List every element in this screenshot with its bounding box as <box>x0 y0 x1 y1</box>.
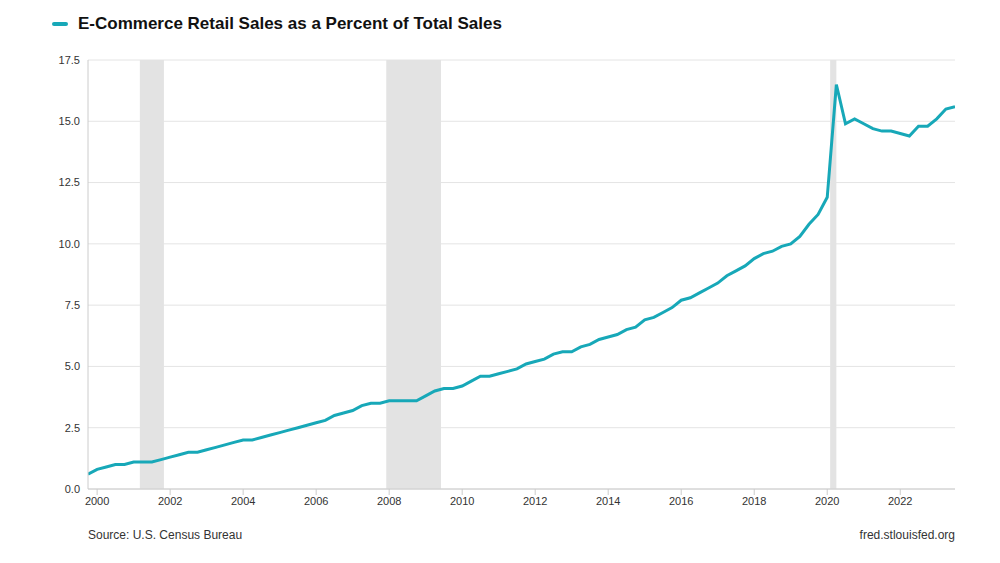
svg-text:2016: 2016 <box>669 495 693 507</box>
svg-text:17.5: 17.5 <box>59 54 80 66</box>
svg-text:12.5: 12.5 <box>59 176 80 188</box>
svg-text:15.0: 15.0 <box>59 115 80 127</box>
svg-text:10.0: 10.0 <box>59 238 80 250</box>
svg-text:0.0: 0.0 <box>65 483 80 495</box>
svg-text:2.5: 2.5 <box>65 422 80 434</box>
svg-text:2002: 2002 <box>158 495 182 507</box>
svg-text:2012: 2012 <box>523 495 547 507</box>
svg-text:5.0: 5.0 <box>65 360 80 372</box>
html-text:Source: U.S. Census Bureau: Source: U.S. Census Bureau <box>88 528 243 542</box>
svg-text:2008: 2008 <box>377 495 401 507</box>
svg-text:2010: 2010 <box>450 495 474 507</box>
svg-text:2022: 2022 <box>888 495 912 507</box>
svg-text:2000: 2000 <box>85 495 109 507</box>
svg-text:2004: 2004 <box>231 495 255 507</box>
html-text:fred.stlouisfed.org: fred.stlouisfed.org <box>859 528 955 542</box>
svg-text:2018: 2018 <box>742 495 766 507</box>
svg-text:2006: 2006 <box>304 495 328 507</box>
html-text:E-Commerce Retail Sales as a P: E-Commerce Retail Sales as a Percent of … <box>78 14 502 33</box>
svg-text:2014: 2014 <box>596 495 620 507</box>
svg-text:2020: 2020 <box>815 495 839 507</box>
svg-text:7.5: 7.5 <box>65 299 80 311</box>
